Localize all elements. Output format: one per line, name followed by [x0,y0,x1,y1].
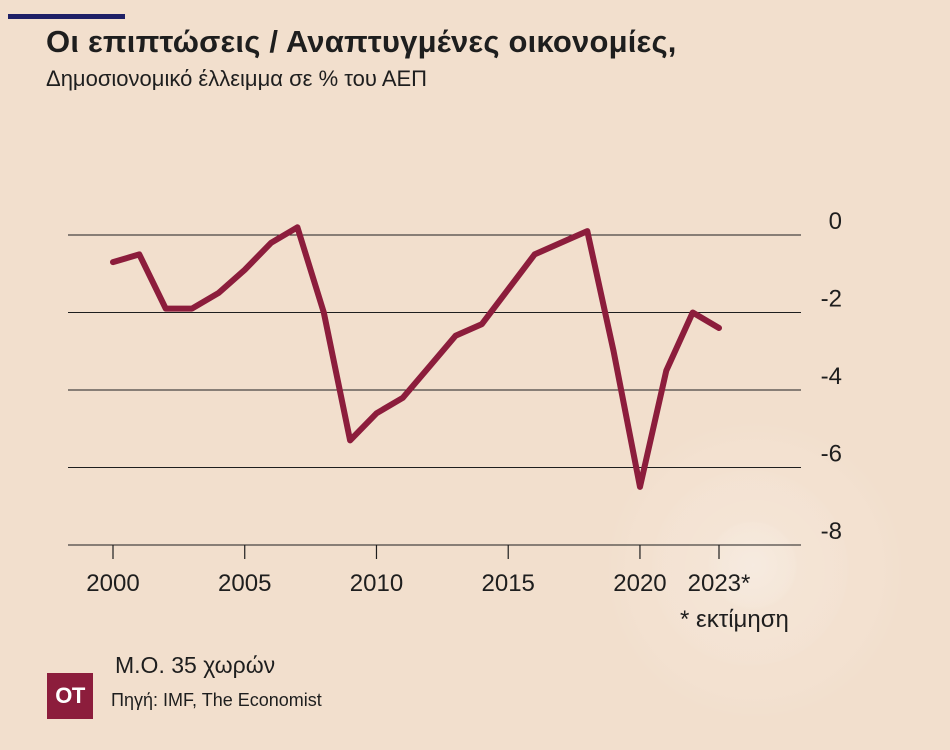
x-tick-label: 2023* [688,570,751,597]
series-lines [110,224,722,490]
y-tick-label: -2 [821,286,842,313]
x-tick-label: 2020 [613,570,666,597]
y-axis-tick-labels: 0 -2 -4 -6 -8 [821,208,842,545]
y-tick-label: -6 [821,441,842,468]
source-text: Πηγή: IMF, The Economist [111,690,322,710]
y-tick-label: 0 [829,208,842,235]
x-tick-label: 2005 [218,570,271,597]
chart-title: Οι επιπτώσεις / Αναπτυγμένες οικονομίες, [46,24,677,59]
gridlines [68,234,801,546]
series-line [110,224,722,490]
y-tick-label: -4 [821,363,842,390]
y-tick-label: -8 [821,518,842,545]
x-axis-ticks: 2000 2005 2010 2015 2020 2023* [86,545,750,597]
series-caption: Μ.Ο. 35 χωρών [115,652,276,678]
x-tick-label: 2015 [482,570,535,597]
x-tick-label: 2010 [350,570,403,597]
estimate-note: * εκτίμηση [680,606,789,633]
chart-subtitle: Δημοσιονομικό έλλειμμα σε % του ΑΕΠ [46,66,428,91]
x-tick-label: 2000 [86,570,139,597]
ot-logo: OT [47,673,93,719]
top-accent-rule [8,14,125,19]
